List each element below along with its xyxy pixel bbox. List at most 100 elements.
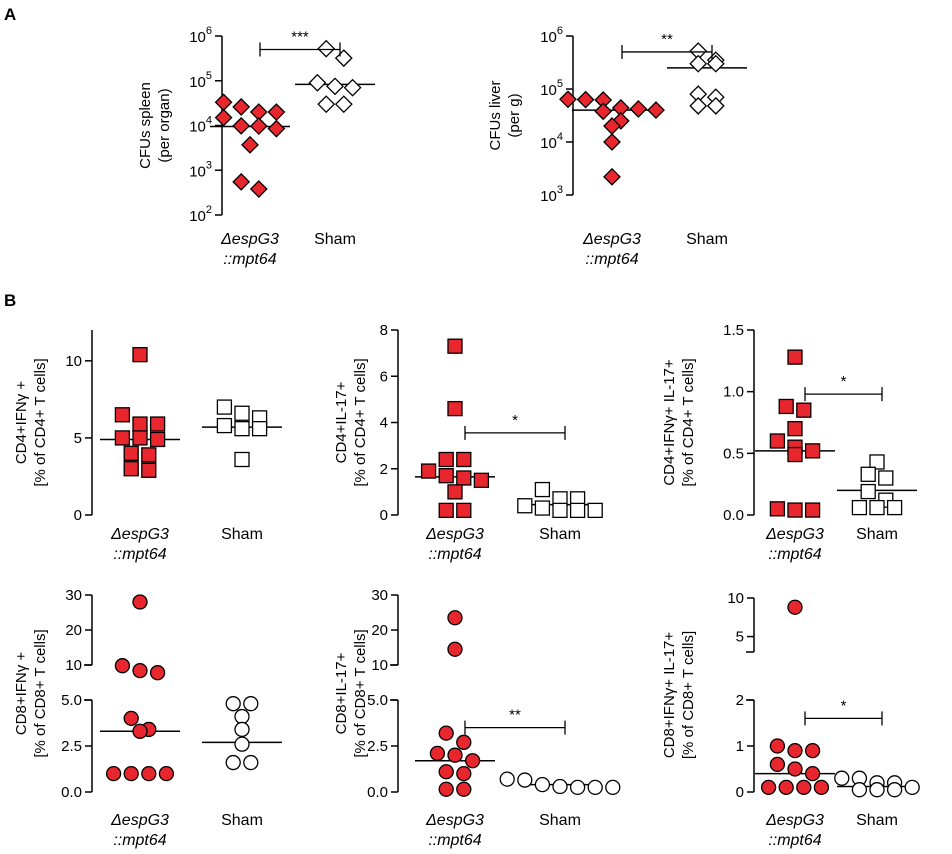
y-tick-label: 0.0 [61,784,82,801]
x-category-label: ΔespG3 [765,526,824,543]
y-tick-label: 0.5 [723,445,744,462]
y-axis-label: [% of CD8+ T cells] [680,631,697,759]
data-point [149,416,166,432]
x-category-label: ::mpt64 [113,832,166,849]
y-axis-label: CD8+IL-17+ [333,652,350,734]
data-point [438,468,454,484]
x-category-label: ΔespG3 [425,812,484,829]
y-tick-label: 1.5 [723,322,744,339]
y-tick-label: 30 [65,587,82,604]
y-axis-label: [% of CD4+ T cells] [680,358,697,486]
data-point [796,402,812,418]
y-tick-label: 103 [189,159,212,180]
data-point [813,779,830,796]
data-point [534,776,551,793]
chart-b4: 0.0 2.5 5.0 10 20 30 CD8+IFNγ + [% of CD8+ T ce… [13,587,282,849]
data-point [214,93,233,112]
data-point [569,502,586,519]
data-point [123,765,139,782]
y-tick-label: 6 [380,368,388,385]
data-point [629,100,648,118]
data-point [869,782,885,798]
data-point [420,463,437,479]
data-point [689,96,708,115]
x-category-label: Sham [221,812,263,829]
data-point [787,349,803,365]
y-axis-label: CFUs liver [487,80,504,150]
data-point [804,765,821,782]
y-tick-label: 5 [736,629,744,646]
data-point [447,747,463,763]
y-tick-label: 10 [65,353,82,370]
data-point [132,662,148,679]
y-tick-label: 4 [380,415,388,432]
data-point [234,708,250,725]
x-category-label: ΔespG3 [582,231,641,248]
data-point [249,117,268,136]
x-category-label: ΔespG3 [765,812,824,829]
data-point [241,135,259,154]
data-point [447,338,463,354]
y-tick-label: 8 [380,322,388,339]
data-point [594,102,613,121]
data-point [869,499,885,516]
data-point [141,447,157,463]
x-category-label: Sham [314,231,356,248]
y-axis-label: (per g) [506,93,523,137]
y-tick-label: 105 [540,78,563,99]
data-point [132,594,148,610]
data-point [343,78,362,97]
data-point [105,765,122,782]
data-point [317,95,336,114]
chart-b3: 0.0 0.5 1.0 1.5 CD4+IFNγ+ IL-17+ [% of CD4+ T… [661,322,917,563]
data-point [429,745,446,762]
y-axis-label: (per organ) [156,88,173,162]
data-point [689,54,708,73]
data-point [778,779,794,796]
data-point [132,416,148,432]
data-point [706,96,725,115]
data-point [149,431,166,448]
data-point [456,470,472,486]
x-category-label: ::mpt64 [585,251,638,268]
y-tick-label: 20 [65,622,82,639]
data-point [214,108,233,127]
y-axis-label: [% of CD8+ T cells] [32,629,49,757]
data-point [447,484,463,500]
data-point [587,779,603,796]
data-point [647,101,665,120]
y-axis-label: [% of CD4+ T cells] [32,358,49,486]
data-point [587,502,603,519]
x-category-label: ::mpt64 [223,251,276,268]
data-point [308,73,327,92]
significance-label: ** [509,707,521,724]
significance-label: * [841,697,847,714]
y-tick-label: 0 [74,507,82,524]
data-point [326,77,344,96]
x-category-label: ::mpt64 [428,832,481,849]
data-point [464,753,481,769]
data-point [123,710,139,727]
data-point [234,421,250,437]
data-point [886,499,903,516]
data-point [216,417,233,434]
y-tick-label: 106 [189,25,212,46]
data-point [787,446,803,463]
data-point [473,472,490,488]
y-tick-label: 10 [371,657,388,674]
x-category-label: Sham [686,231,728,248]
data-point [769,738,786,754]
y-axis-label: CFUs spleen [137,82,154,169]
data-point [834,770,850,786]
y-tick-label: 2 [736,692,744,709]
data-point [234,736,250,752]
data-point [234,405,250,421]
y-axis-label: CD4+IL-17+ [333,381,350,463]
y-tick-label: 2.5 [367,738,388,755]
x-category-label: ::mpt64 [768,832,821,849]
data-point [234,451,250,468]
data-point [114,658,131,674]
data-point [456,781,472,797]
